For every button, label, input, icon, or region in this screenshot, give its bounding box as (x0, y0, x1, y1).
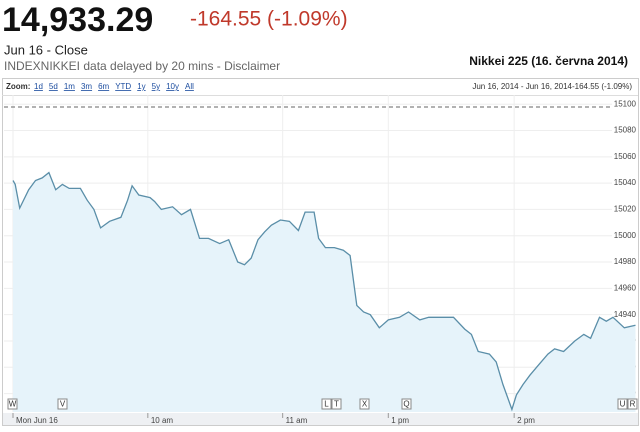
event-label: R (630, 400, 636, 409)
event-label: L (324, 400, 329, 409)
line (12, 171, 636, 412)
y-tick-label: 14980 (614, 257, 637, 266)
y-tick-label: 14960 (614, 283, 637, 292)
y-tick-label: 15000 (614, 231, 637, 240)
event-flag[interactable] (331, 398, 342, 410)
y-tick-label: 15060 (614, 152, 637, 161)
event-label: Q (403, 400, 409, 409)
price: 14,933.29 (2, 1, 153, 39)
event-label: W (9, 400, 17, 409)
plot: 1d5d1m3m6mYTD1y5y10yAll14880149001492014… (4, 82, 638, 425)
zoom-option[interactable]: 10y (166, 82, 179, 91)
toolbar-range: Jun 16, 2014 - Jun 16, 2014 (472, 82, 572, 91)
event-flag[interactable] (627, 398, 638, 410)
zoom-option[interactable]: 3m (81, 82, 92, 91)
event-label: U (620, 400, 626, 409)
event-flag[interactable] (7, 398, 18, 410)
zoom-option[interactable]: 5d (49, 82, 58, 91)
event-label: T (334, 400, 339, 409)
zoom-option[interactable]: 1y (137, 82, 145, 91)
zoom-label: Zoom: (6, 82, 30, 91)
event-label: X (362, 400, 368, 409)
y-tick-label: 15100 (614, 99, 637, 108)
y-tick-label: 15040 (614, 178, 637, 187)
y-tick-label: 15080 (614, 126, 637, 135)
event-flag[interactable] (359, 398, 370, 410)
event-label: V (60, 400, 66, 409)
chart-frame (2, 78, 639, 426)
zoom-option[interactable]: YTD (115, 82, 131, 91)
zoom-option[interactable]: All (185, 82, 194, 91)
caption: Nikkei 225 (16. června 2014) (469, 54, 628, 68)
x-tick-label: 11 am (286, 416, 308, 425)
x-tick-label: 1 pm (391, 416, 409, 425)
x-axis-strip (3, 413, 638, 425)
event-flag[interactable] (617, 398, 628, 410)
source-note[interactable]: INDEXNIKKEI data delayed by 20 mins - Di… (4, 59, 280, 73)
zoom-option[interactable]: 6m (98, 82, 109, 91)
zoom-option[interactable]: 1m (64, 82, 75, 91)
x-tick-label: Mon Jun 16 (16, 416, 58, 425)
y-tick-label: 15020 (614, 205, 637, 214)
change: -164.55 (-1.09%) (190, 8, 348, 31)
x-tick-label: 10 am (151, 416, 174, 425)
event-flag[interactable] (57, 398, 68, 410)
zoom-option[interactable]: 1d (34, 82, 43, 91)
x-tick-label: 2 pm (517, 416, 535, 425)
y-tick-label: 14940 (614, 310, 637, 319)
event-flag[interactable] (401, 398, 412, 410)
close-date: Jun 16 - Close (4, 42, 88, 57)
zoom-option[interactable]: 5y (152, 82, 160, 91)
toolbar-change: -164.55 (-1.09%) (572, 82, 632, 91)
event-flag[interactable] (321, 398, 332, 410)
area (13, 172, 636, 412)
